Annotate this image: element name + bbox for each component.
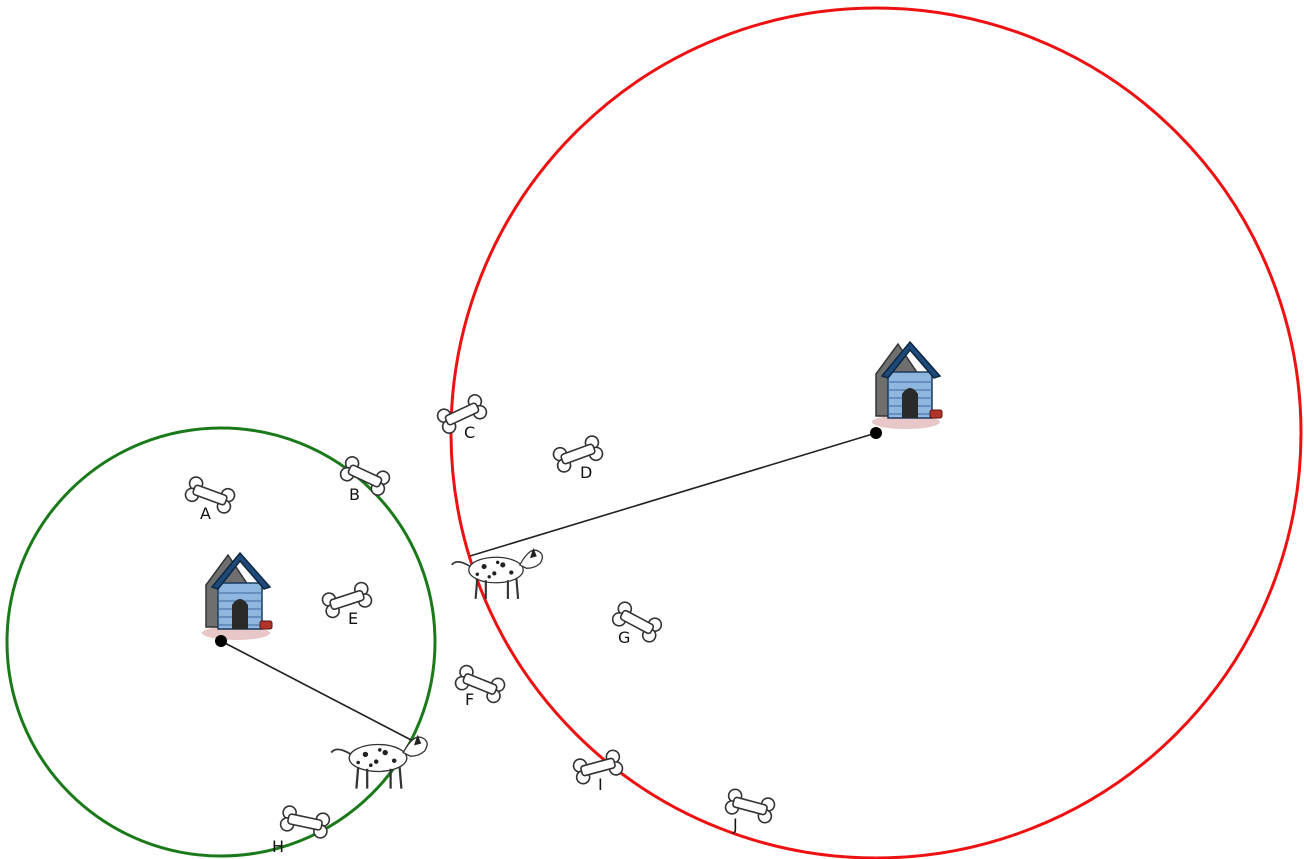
- bones-layer: [182, 391, 777, 840]
- bone-label-i: I: [598, 775, 603, 794]
- tether-range-ring-left: [5, 426, 437, 858]
- bone-label-g: G: [618, 628, 630, 647]
- bone-icon-e: [319, 580, 375, 620]
- bone-icon-h: [278, 804, 332, 840]
- bone-label-h: H: [272, 837, 284, 856]
- tether-line-left: [220, 640, 416, 743]
- bone-icon-j: [723, 787, 777, 825]
- doghouse-icon-right: [871, 341, 943, 430]
- bone-label-b: B: [349, 485, 360, 504]
- bone-label-f: F: [465, 690, 474, 709]
- bone-label-d: D: [580, 463, 592, 482]
- anchor-point-left: [215, 635, 227, 647]
- bone-icon-d: [550, 433, 606, 475]
- anchor-point-right: [870, 427, 882, 439]
- bone-labels: A B C D E F G H I J: [200, 423, 738, 856]
- bone-label-e: E: [348, 609, 358, 628]
- bone-label-c: C: [464, 423, 475, 442]
- bone-icon-c: [434, 391, 490, 437]
- tether-line-right: [469, 432, 877, 557]
- bone-icon-b: [337, 453, 393, 499]
- bone-label-a: A: [200, 504, 211, 523]
- dalmatian-dog-icon-right: [450, 546, 544, 600]
- bone-label-j: J: [732, 815, 738, 834]
- bone-icon-f: [452, 662, 508, 706]
- dalmatian-dog-icon-left: [330, 733, 429, 790]
- doghouse-icon-left: [201, 552, 273, 641]
